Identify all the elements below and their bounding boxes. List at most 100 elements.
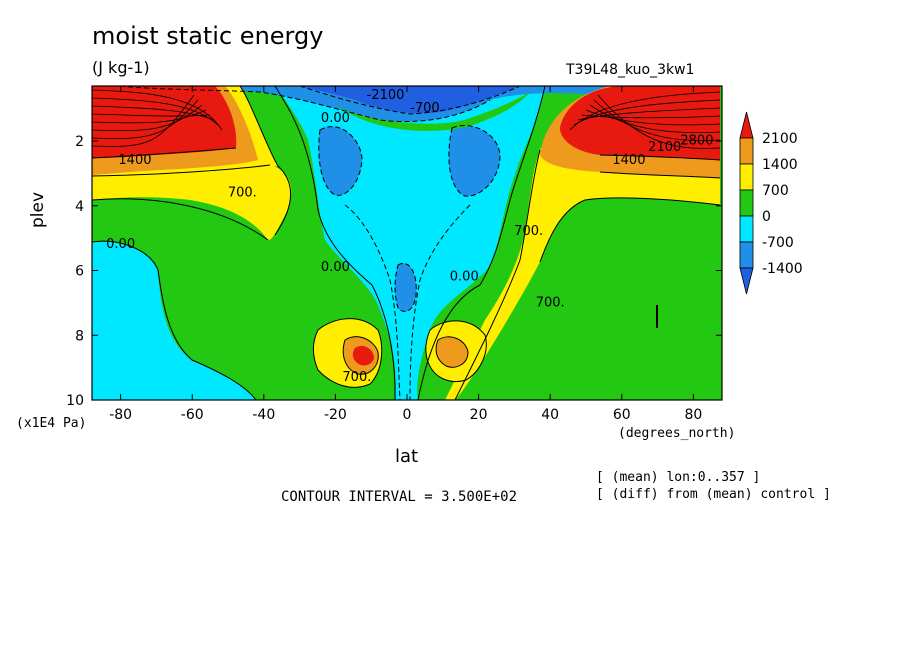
contour-line xyxy=(119,86,491,123)
chart-title: moist static energy xyxy=(92,22,324,50)
x-tick-label: 0 xyxy=(403,407,412,423)
colorbar-label: 1400 xyxy=(762,157,798,173)
field-yellow-south-high xyxy=(92,165,292,240)
contour-label: -2100 xyxy=(367,88,405,103)
note-mean: [ (mean) lon:0..357 ] xyxy=(596,470,761,485)
x-tick-label: 60 xyxy=(613,407,631,423)
colorbar-top-triangle xyxy=(739,111,754,139)
field-blue-equator-blob xyxy=(395,263,417,312)
contour-label: 700. xyxy=(228,185,257,200)
field-blue-north-blob xyxy=(448,125,500,197)
contour-line xyxy=(274,86,396,400)
contour-line xyxy=(344,204,401,400)
contour-line xyxy=(92,198,269,241)
contour-line xyxy=(92,105,215,121)
contour-line xyxy=(599,154,721,161)
contour-label: 700. xyxy=(536,295,565,310)
colorbar-segment xyxy=(739,215,754,243)
contour-label: -700 xyxy=(410,101,440,116)
contour-line xyxy=(435,336,469,368)
contour-label: 2800 xyxy=(680,134,713,149)
y-axis-label: plev xyxy=(28,191,48,228)
contour-line xyxy=(92,104,203,132)
x-tick-label: -40 xyxy=(252,407,275,423)
x-tick-label: 40 xyxy=(541,407,559,423)
y-tick-label: 2 xyxy=(75,134,84,150)
contour-line xyxy=(417,86,546,400)
contour-line xyxy=(585,109,721,126)
contour-line xyxy=(581,114,721,119)
contour-line xyxy=(313,318,383,388)
contour-label: 0.00 xyxy=(321,260,350,275)
axes: -80 -60 -40 -20 0 20 40 60 80 2 4 6 8 10 xyxy=(66,86,722,423)
contour-line xyxy=(454,149,541,400)
contour-line xyxy=(409,204,471,400)
filled-contours xyxy=(92,86,722,400)
contour-line xyxy=(92,94,195,147)
field-cyan-equator-bottom xyxy=(395,360,418,400)
contour-label: 0.00 xyxy=(106,237,135,252)
x-tick-label: 20 xyxy=(470,407,488,423)
x-tick-label: -20 xyxy=(324,407,347,423)
contour-line xyxy=(92,164,271,177)
contour-line xyxy=(92,109,207,124)
contour-line xyxy=(342,336,379,375)
y-axis-units: (x1E4 Pa) xyxy=(16,416,87,431)
contour-line xyxy=(92,113,211,117)
contour-line xyxy=(299,86,521,115)
colorbar-label: -700 xyxy=(762,235,794,251)
contour-labels: 1400 700. 0.00 0.00 0.00 0.00 700. 700. 700. 1400… xyxy=(106,88,713,385)
contour-line xyxy=(92,147,237,159)
x-axis-label: lat xyxy=(395,446,419,467)
field-green-cap xyxy=(335,92,530,131)
field-blue-south-blob xyxy=(318,126,362,196)
y-tick-label: 6 xyxy=(75,264,84,280)
contour-label: 1400 xyxy=(612,153,645,168)
field-cyan-south xyxy=(92,241,256,400)
colorbar-segment xyxy=(739,137,754,165)
contour-line xyxy=(394,262,417,312)
contour-label: 2100 xyxy=(648,140,681,155)
y-tick-label: 4 xyxy=(75,199,84,215)
contour-label: 0.00 xyxy=(321,111,350,126)
contour-line xyxy=(597,94,721,149)
contour-lines xyxy=(92,86,721,400)
x-tick-label: -60 xyxy=(181,407,204,423)
field-orange-north-low xyxy=(436,336,468,368)
contour-line xyxy=(92,240,257,400)
y-tick-label: 8 xyxy=(75,328,84,344)
contour-line xyxy=(599,171,721,179)
chart-units: (J kg-1) xyxy=(92,58,150,77)
contour-label: 1400 xyxy=(118,153,151,168)
colorbar-segment xyxy=(739,163,754,191)
x-tick-label: 80 xyxy=(684,407,702,423)
field-red-south xyxy=(92,86,237,158)
contour-label: 700. xyxy=(342,370,371,385)
field-red-north xyxy=(560,86,720,160)
colorbar-label: -1400 xyxy=(762,261,803,277)
colorbar-label: 2100 xyxy=(762,131,798,147)
x-axis-units: (degrees_north) xyxy=(618,426,736,441)
contour-line xyxy=(539,197,721,263)
run-label: T39L48_kuo_3kw1 xyxy=(566,62,695,78)
colorbar-segment xyxy=(739,241,754,269)
contour-label: 0.00 xyxy=(450,269,479,284)
colorbar-bottom-triangle xyxy=(739,267,754,295)
contour-label: 700. xyxy=(514,224,543,239)
contour-line xyxy=(593,99,721,141)
contour-line xyxy=(573,99,721,126)
y-tick-label: 10 xyxy=(66,393,84,409)
contour-line xyxy=(239,86,291,236)
contour-line xyxy=(448,125,501,197)
field-red-south-core xyxy=(352,345,374,366)
contour-line xyxy=(577,107,721,121)
contour-line xyxy=(318,126,363,196)
colorbar-label: 0 xyxy=(762,209,771,225)
contour-line xyxy=(589,104,721,134)
note-diff: [ (diff) from (mean) control ] xyxy=(596,487,831,502)
contour-line xyxy=(425,320,487,383)
colorbar-label: 700 xyxy=(762,183,789,199)
contour-line xyxy=(92,99,199,139)
